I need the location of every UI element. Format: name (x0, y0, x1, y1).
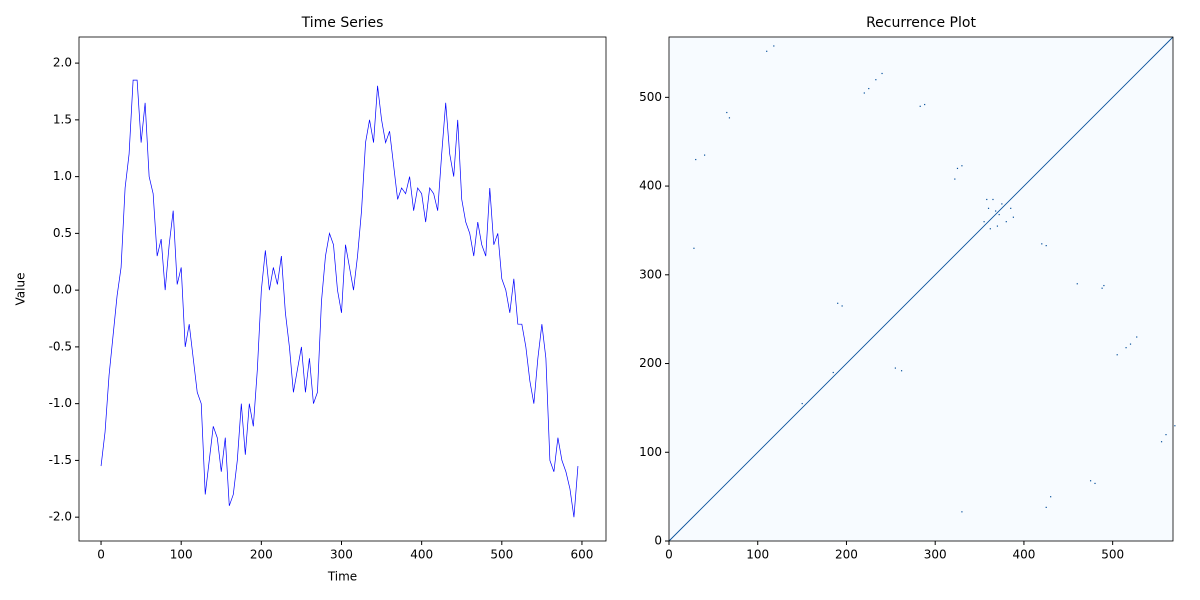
y-tick-label: -0.5 (49, 339, 72, 353)
recurrence-point (841, 305, 843, 307)
recurrence-point (1076, 283, 1078, 285)
recurrence-point (868, 87, 870, 90)
x-tick-label: 500 (1101, 548, 1124, 562)
recurrence-point (728, 117, 731, 119)
recurrence-point (832, 371, 834, 374)
recurrence-point (992, 198, 994, 201)
y-tick-label: 100 (639, 445, 662, 459)
recurrence-point (766, 50, 768, 52)
recurrence-point (919, 105, 921, 107)
recurrence-point (773, 45, 775, 47)
recurrence-point (863, 92, 865, 94)
recurrence-point (1160, 441, 1163, 443)
recurrence-point (801, 402, 803, 405)
x-axis-label: Time (327, 570, 357, 584)
y-tick-label: 0.0 (53, 283, 72, 297)
x-tick-label: 300 (924, 548, 947, 562)
x-tick-label: 0 (97, 548, 105, 562)
recurrence-point (1012, 216, 1014, 218)
recurrence-point (924, 103, 926, 106)
recurrence-point (954, 178, 956, 180)
recurrence-point (1174, 425, 1176, 427)
recurrence-point (1050, 496, 1052, 498)
recurrence-point (1165, 434, 1167, 436)
chart-title: Time Series (301, 15, 384, 31)
plot-frame (668, 36, 1174, 542)
y-tick-label: 300 (639, 267, 662, 281)
y-tick-label: -1.0 (49, 396, 72, 410)
y-axis-label: Value (14, 273, 28, 306)
recurrence-point (881, 72, 883, 75)
y-tick-label: 200 (639, 356, 662, 370)
chart-title: Recurrence Plot (866, 15, 976, 31)
diagonal (668, 36, 1174, 542)
recurrence-point (1116, 354, 1118, 356)
recurrence-point (956, 167, 959, 170)
recurrence-point (1041, 243, 1043, 245)
recurrence-point (1103, 284, 1105, 287)
y-tick-label: 2.0 (53, 56, 72, 70)
x-tick-label: 500 (490, 548, 513, 562)
plot-frame (78, 36, 607, 542)
recurrence-point (1045, 245, 1047, 247)
x-tick-label: 200 (835, 548, 858, 562)
recurrence-point (987, 207, 990, 209)
recurrence-point (998, 213, 1000, 216)
recurrence-point (900, 370, 903, 372)
x-tick-label: 400 (1012, 548, 1035, 562)
recurrence-point (693, 247, 695, 249)
recurrence-point (961, 511, 963, 513)
recurrence-point (1136, 336, 1138, 338)
recurrence-point (1001, 203, 1003, 205)
y-tick-label: 400 (639, 179, 662, 193)
recurrence-point (1094, 482, 1096, 485)
x-tick-label: 300 (330, 548, 353, 562)
recurrence-point (1010, 207, 1012, 209)
recurrence-point (894, 367, 896, 369)
recurrence-point (703, 154, 706, 156)
y-tick-label: -1.5 (49, 453, 72, 467)
x-tick-label: 100 (170, 548, 193, 562)
recurrence-point (1125, 347, 1127, 349)
x-tick-label: 200 (250, 548, 273, 562)
recurrence-point (1045, 506, 1047, 508)
x-tick-label: 400 (410, 548, 433, 562)
recurrence-point (995, 210, 997, 212)
recurrence-point (989, 228, 991, 230)
y-tick-label: 1.5 (53, 112, 72, 126)
recurrence-point (1129, 343, 1132, 345)
recurrence-point (875, 79, 877, 81)
recurrence-point (961, 165, 963, 167)
y-tick-label: 0.5 (53, 226, 72, 240)
x-tick-label: 0 (665, 548, 673, 562)
recurrence-point (1005, 221, 1007, 223)
recurrence-point (986, 198, 988, 201)
series-line (100, 79, 579, 518)
recurrence-point (1089, 480, 1092, 482)
recurrence-point (983, 221, 985, 223)
recurrence-point (695, 158, 697, 161)
y-tick-label: 500 (639, 90, 662, 104)
y-tick-label: 0 (654, 534, 662, 548)
recurrence-point (837, 302, 839, 304)
recurrence-point (726, 111, 728, 114)
y-tick-label: -2.0 (49, 510, 72, 524)
recurrence-point (1101, 287, 1103, 289)
y-tick-label: 1.0 (53, 169, 72, 183)
x-tick-label: 600 (571, 548, 594, 562)
recurrence-point (996, 225, 999, 227)
x-tick-label: 100 (746, 548, 769, 562)
